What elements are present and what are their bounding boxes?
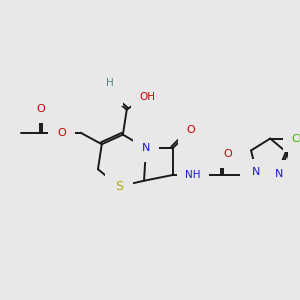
- Text: O: O: [36, 104, 45, 114]
- Text: O: O: [187, 125, 196, 135]
- Text: H: H: [106, 78, 113, 88]
- Text: N: N: [142, 143, 150, 153]
- Text: OH: OH: [139, 92, 155, 102]
- Text: Cl: Cl: [292, 134, 300, 143]
- Text: NH: NH: [185, 170, 201, 180]
- Text: S: S: [115, 180, 123, 193]
- Text: N: N: [249, 170, 258, 180]
- Text: O: O: [105, 87, 114, 98]
- Text: N: N: [252, 167, 261, 177]
- Text: O: O: [223, 149, 232, 159]
- Text: O: O: [57, 128, 66, 138]
- Text: N: N: [275, 169, 283, 179]
